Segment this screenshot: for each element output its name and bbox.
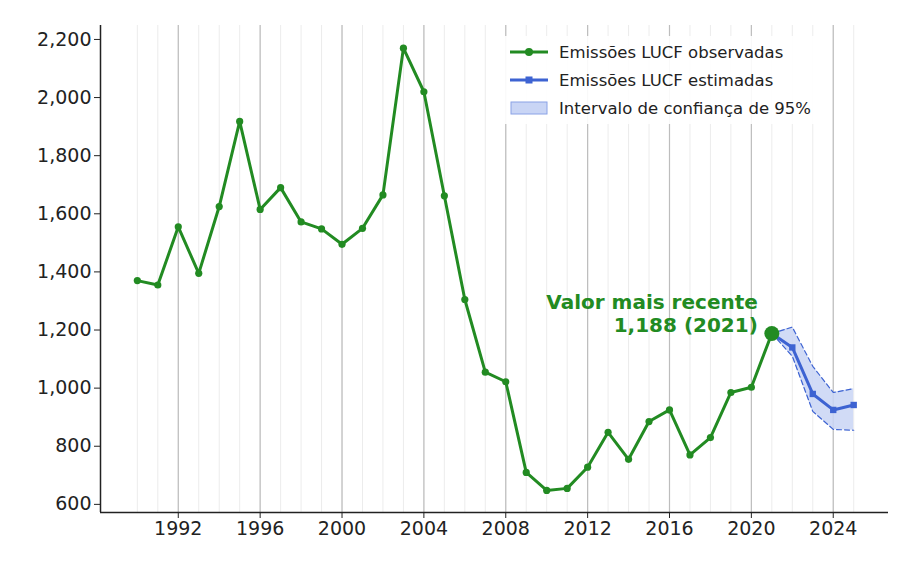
svg-text:1996: 1996 xyxy=(236,517,284,539)
svg-text:2,000: 2,000 xyxy=(37,86,91,108)
svg-text:2024: 2024 xyxy=(809,517,857,539)
svg-text:1,200: 1,200 xyxy=(37,318,91,340)
html-text:Emissões LUCF estimadas: Emissões LUCF estimadas xyxy=(559,70,774,90)
svg-text:1,600: 1,600 xyxy=(37,202,91,224)
svg-text:2,200: 2,200 xyxy=(37,28,91,50)
svg-text:Valor mais recente1,188 (2021): Valor mais recente1,188 (2021) xyxy=(546,290,758,337)
html-text:Intervalo de confiança de 95%: Intervalo de confiança de 95% xyxy=(559,98,811,118)
svg-text:2016: 2016 xyxy=(645,517,693,539)
svg-text:600: 600 xyxy=(55,492,91,514)
svg-text:2020: 2020 xyxy=(727,517,775,539)
svg-text:800: 800 xyxy=(55,434,91,456)
svg-text:1,000: 1,000 xyxy=(37,376,91,398)
svg-text:1992: 1992 xyxy=(154,517,202,539)
svg-text:2004: 2004 xyxy=(400,517,448,539)
svg-text:2012: 2012 xyxy=(563,517,611,539)
svg-text:2008: 2008 xyxy=(482,517,530,539)
svg-text:1,800: 1,800 xyxy=(37,144,91,166)
html-text:Emissões LUCF observadas: Emissões LUCF observadas xyxy=(559,42,784,62)
svg-text:2000: 2000 xyxy=(318,517,366,539)
svg-text:1,400: 1,400 xyxy=(37,260,91,282)
